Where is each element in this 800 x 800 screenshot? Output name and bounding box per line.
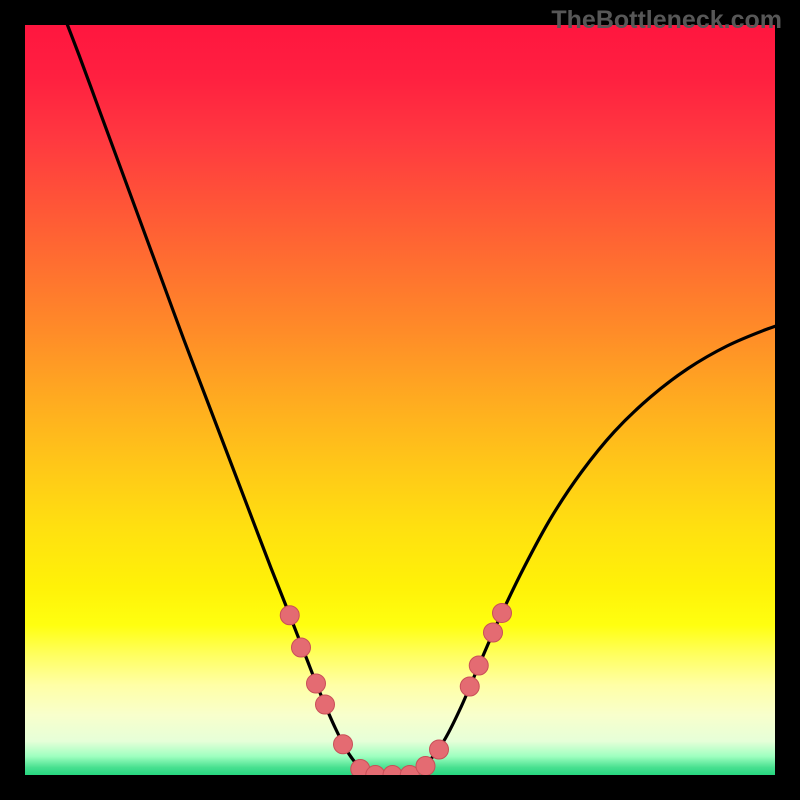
- curve-marker: [316, 695, 335, 714]
- curve-marker: [484, 623, 503, 642]
- curve-marker: [416, 757, 435, 776]
- curve-marker: [469, 656, 488, 675]
- outer-frame: TheBottleneck.com: [0, 0, 800, 800]
- curve-marker: [493, 604, 512, 623]
- curve-marker: [280, 606, 299, 625]
- watermark-text: TheBottleneck.com: [551, 6, 782, 35]
- curve-marker: [307, 674, 326, 693]
- curve-marker: [334, 735, 353, 754]
- plot-area: [25, 25, 775, 775]
- curve-marker: [430, 740, 449, 759]
- curve-marker: [292, 638, 311, 657]
- curve-marker: [460, 677, 479, 696]
- plot-svg: [25, 25, 775, 775]
- gradient-background: [25, 25, 775, 775]
